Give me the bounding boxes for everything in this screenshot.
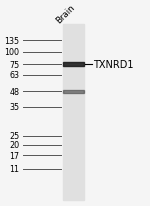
Bar — [63, 90, 84, 93]
Text: 48: 48 — [9, 87, 20, 96]
Text: Brain: Brain — [54, 3, 76, 26]
Text: 75: 75 — [9, 60, 20, 69]
Text: 35: 35 — [9, 103, 20, 112]
Bar — [63, 25, 84, 200]
Text: TXNRD1: TXNRD1 — [93, 60, 134, 70]
Bar — [63, 63, 84, 67]
Text: 20: 20 — [9, 141, 20, 150]
Text: 135: 135 — [4, 37, 20, 46]
Text: 17: 17 — [9, 151, 20, 160]
Text: 11: 11 — [9, 164, 20, 173]
Text: 25: 25 — [9, 131, 20, 140]
Text: 100: 100 — [4, 48, 20, 57]
Text: 63: 63 — [9, 71, 20, 80]
